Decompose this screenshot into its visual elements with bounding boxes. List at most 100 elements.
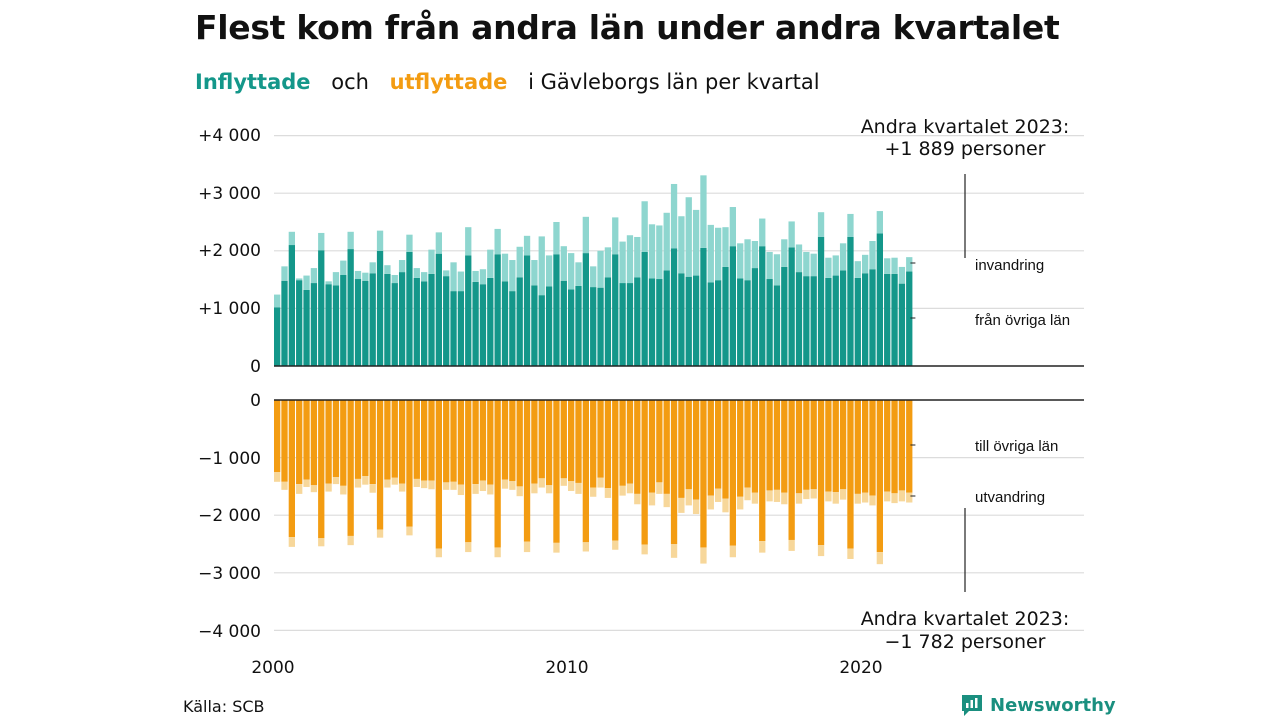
bar-invandring — [362, 272, 369, 281]
bar-fran-ovriga-lan — [619, 283, 626, 366]
bar-invandring — [906, 257, 913, 272]
bar-till-ovriga-lan — [884, 400, 891, 492]
bar-fran-ovriga-lan — [884, 273, 891, 366]
bar-fran-ovriga-lan — [891, 273, 898, 366]
bar-fran-ovriga-lan — [443, 276, 450, 366]
bar-fran-ovriga-lan — [457, 291, 465, 366]
bar-fran-ovriga-lan — [310, 283, 318, 366]
bar-invandring — [869, 241, 876, 270]
subtitle-rest: i Gävleborgs län per kvartal — [528, 70, 820, 94]
bar-till-ovriga-lan — [670, 400, 678, 544]
bar-fran-ovriga-lan — [545, 286, 553, 366]
bar-till-ovriga-lan — [604, 400, 612, 489]
bar-fran-ovriga-lan — [509, 291, 516, 366]
bar-till-ovriga-lan — [421, 400, 428, 481]
bar-till-ovriga-lan — [575, 400, 582, 483]
bar-till-ovriga-lan — [509, 400, 516, 482]
bar-utvandring — [472, 484, 479, 494]
label-utvandring: utvandring — [975, 489, 1045, 506]
bar-fran-ovriga-lan — [465, 255, 472, 366]
bar-utvandring — [722, 498, 729, 513]
y-tick-bottom-0: 0 — [250, 391, 261, 411]
bar-invandring — [568, 253, 575, 290]
bar-utvandring — [413, 478, 420, 487]
axes — [274, 174, 1084, 592]
bar-invandring — [435, 232, 442, 254]
bar-utvandring — [634, 493, 641, 505]
bar-fran-ovriga-lan — [318, 250, 325, 366]
bar-fran-ovriga-lan — [332, 285, 340, 366]
y-tick-bottom-3: −3 000 — [198, 564, 261, 584]
bar-till-ovriga-lan — [832, 400, 839, 493]
bar-fran-ovriga-lan — [501, 281, 509, 366]
bar-till-ovriga-lan — [626, 400, 634, 484]
bar-invandring — [663, 212, 670, 271]
bar-till-ovriga-lan — [619, 400, 626, 486]
bar-invandring — [803, 251, 810, 277]
bar-till-ovriga-lan — [296, 400, 303, 485]
bar-utvandring — [604, 488, 612, 498]
y-tick-top-3: +1 000 — [198, 299, 261, 319]
bar-till-ovriga-lan — [891, 400, 898, 494]
bar-fran-ovriga-lan — [759, 246, 766, 366]
bar-utvandring — [663, 493, 670, 508]
bar-utvandring — [391, 477, 398, 485]
bar-till-ovriga-lan — [810, 400, 817, 490]
bar-utvandring — [898, 490, 906, 502]
newsworthy-icon — [962, 695, 982, 716]
bar-fran-ovriga-lan — [325, 284, 332, 366]
bar-till-ovriga-lan — [435, 400, 442, 549]
bar-invandring — [715, 227, 722, 281]
bar-fran-ovriga-lan — [413, 277, 420, 366]
bar-invandring — [707, 224, 714, 283]
bar-invandring — [332, 272, 340, 286]
bar-utvandring — [582, 542, 589, 552]
bar-invandring — [281, 266, 288, 281]
x-tick-2010: 2010 — [545, 658, 588, 678]
bar-fran-ovriga-lan — [406, 251, 413, 366]
bar-utvandring — [891, 493, 898, 504]
bar-invandring — [376, 230, 384, 251]
bar-utvandring — [729, 545, 736, 558]
bar-invandring — [479, 269, 487, 285]
bar-till-ovriga-lan — [310, 400, 318, 486]
bar-utvandring — [487, 484, 494, 495]
bar-invandring — [450, 262, 457, 292]
bar-utvandring — [781, 492, 788, 505]
bar-invandring — [744, 239, 751, 281]
bar-invandring — [428, 249, 435, 274]
bar-utvandring — [479, 480, 487, 492]
bar-invandring — [575, 262, 582, 286]
bar-invandring — [538, 236, 545, 296]
bar-utvandring — [516, 486, 523, 497]
bar-till-ovriga-lan — [318, 400, 325, 539]
bar-invandring — [817, 212, 825, 237]
bar-utvandring — [832, 492, 839, 504]
bar-utvandring — [597, 477, 604, 488]
bar-fran-ovriga-lan — [707, 282, 714, 366]
bar-fran-ovriga-lan — [700, 247, 707, 366]
bar-till-ovriga-lan — [707, 400, 714, 496]
bar-fran-ovriga-lan — [751, 268, 759, 366]
bar-fran-ovriga-lan — [692, 275, 700, 366]
bar-utvandring — [568, 481, 575, 492]
bar-till-ovriga-lan — [759, 400, 766, 542]
bar-invandring — [501, 253, 509, 282]
bar-utvandring — [288, 537, 295, 547]
bar-utvandring — [354, 478, 362, 488]
bar-utvandring — [788, 539, 795, 551]
bar-invandring — [722, 227, 729, 267]
bar-till-ovriga-lan — [479, 400, 487, 481]
bar-invandring — [472, 270, 479, 282]
bar-invandring — [582, 216, 589, 254]
bar-utvandring — [545, 485, 553, 494]
bar-utvandring — [538, 478, 545, 488]
bar-fran-ovriga-lan — [839, 270, 847, 366]
bar-utvandring — [523, 541, 531, 553]
bar-till-ovriga-lan — [501, 400, 509, 480]
bar-till-ovriga-lan — [722, 400, 729, 499]
bar-fran-ovriga-lan — [832, 275, 839, 366]
bar-till-ovriga-lan — [582, 400, 589, 543]
bar-fran-ovriga-lan — [428, 273, 435, 366]
bar-till-ovriga-lan — [803, 400, 810, 490]
